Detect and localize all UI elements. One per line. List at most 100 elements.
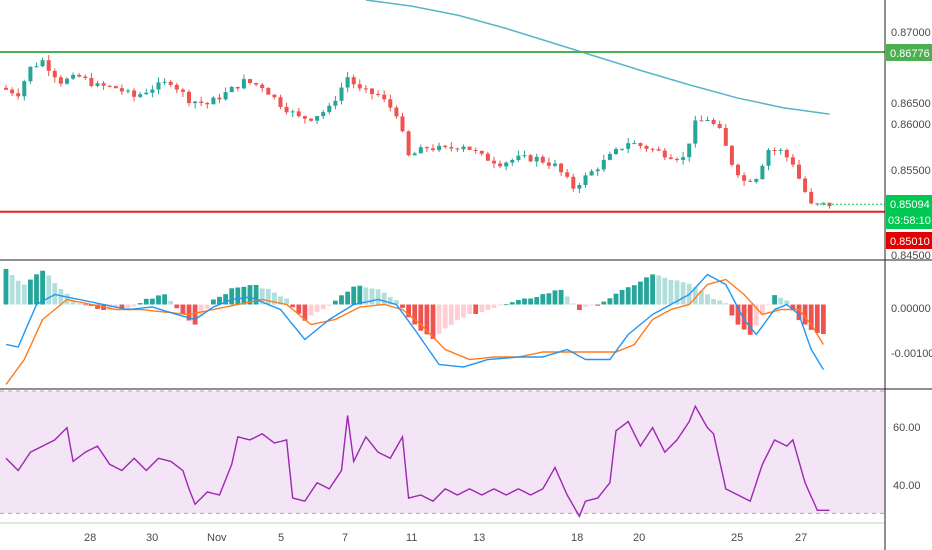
macd-axis[interactable]: 0.00000 -0.00100 xyxy=(891,303,932,360)
price-tick: 0.86500 xyxy=(891,98,931,110)
rsi-band xyxy=(0,391,885,514)
macd-histogram-bar xyxy=(278,296,283,305)
last-price-tag xyxy=(886,195,932,229)
macd-histogram-bar xyxy=(308,304,314,316)
macd-histogram-bar xyxy=(546,293,552,305)
candle-up xyxy=(241,79,246,89)
candle-up xyxy=(510,160,515,163)
time-label: 13 xyxy=(473,532,485,544)
time-label: 20 xyxy=(633,532,645,544)
support-price-tag xyxy=(886,232,932,249)
macd-histogram-bar xyxy=(296,304,302,314)
macd-histogram-bar xyxy=(247,285,253,305)
time-label: 11 xyxy=(406,532,417,544)
candle-up xyxy=(553,163,557,166)
macd-histogram-bar xyxy=(699,290,704,305)
candle-up xyxy=(138,94,143,97)
candle-up xyxy=(504,162,509,167)
macd-pane[interactable] xyxy=(3,268,826,385)
candle-up xyxy=(754,179,759,182)
candle-down xyxy=(199,101,204,103)
macd-histogram-bar xyxy=(497,304,503,306)
price-tick: 0.85500 xyxy=(891,165,931,177)
candle-down xyxy=(107,85,112,87)
price-pane[interactable] xyxy=(0,0,885,213)
candle-up xyxy=(577,185,582,189)
candle-down xyxy=(406,131,411,156)
macd-histogram-bar xyxy=(479,304,485,313)
last-price-label: 0.85094 xyxy=(890,199,930,211)
candle-up xyxy=(681,157,686,160)
candle-up xyxy=(327,105,332,113)
macd-histogram-bar xyxy=(503,304,509,306)
candle-up xyxy=(211,97,216,105)
candle-up xyxy=(614,149,618,154)
macd-histogram-bar xyxy=(95,304,100,309)
candle-down xyxy=(717,124,722,128)
macd-histogram-bar xyxy=(436,304,442,334)
macd-histogram-bar xyxy=(473,304,479,314)
macd-histogram-bar xyxy=(223,294,228,305)
macd-histogram-bar xyxy=(766,304,771,306)
candle-up xyxy=(461,146,466,150)
rsi-axis[interactable]: 60.00 40.00 xyxy=(893,422,921,492)
candle-down xyxy=(638,143,643,146)
macd-histogram-bar xyxy=(638,281,643,305)
macd-histogram-bar xyxy=(369,288,375,305)
support-price-label: 0.85010 xyxy=(890,236,930,248)
candle-down xyxy=(455,148,460,150)
macd-histogram-bar xyxy=(400,304,405,308)
macd-histogram-bar xyxy=(455,304,460,321)
candle-down xyxy=(83,76,88,78)
time-label: Nov xyxy=(207,532,227,544)
macd-histogram-bar xyxy=(790,304,796,311)
macd-histogram-bar xyxy=(650,274,655,305)
macd-histogram-bar xyxy=(668,280,674,305)
macd-histogram-bar xyxy=(528,298,533,305)
price-tick: 0.86000 xyxy=(891,119,931,131)
candle-down xyxy=(650,148,655,150)
macd-histogram-bar xyxy=(778,297,784,305)
candle-down xyxy=(736,164,740,176)
candle-up xyxy=(632,143,637,145)
candle-down xyxy=(284,106,289,113)
macd-histogram-bar xyxy=(235,287,241,305)
macd-histogram-bar xyxy=(509,302,515,305)
time-label: 7 xyxy=(342,532,348,544)
candle-up xyxy=(28,66,33,82)
macd-histogram-bar xyxy=(204,304,210,309)
candle-down xyxy=(382,94,387,100)
candle-down xyxy=(809,191,814,204)
candle-down xyxy=(132,90,137,97)
rsi-pane[interactable] xyxy=(0,390,885,519)
candle-up xyxy=(595,169,600,172)
macd-histogram-bar xyxy=(320,304,326,310)
candle-down xyxy=(711,120,716,124)
candle-down xyxy=(790,157,795,165)
candle-down xyxy=(571,176,576,189)
candle-up xyxy=(821,202,826,204)
candle-down xyxy=(492,160,496,164)
candle-down xyxy=(479,150,484,154)
macd-histogram-bar xyxy=(21,284,27,305)
macd-histogram-bar xyxy=(680,282,686,305)
macd-histogram-bar xyxy=(143,298,149,305)
time-axis[interactable]: 28 30 Nov 5 7 11 13 18 20 25 27 xyxy=(84,532,807,544)
price-axis[interactable]: 0.87000 0.86500 0.86000 0.85500 0.84500 xyxy=(891,27,931,262)
macd-histogram-bar xyxy=(333,300,338,305)
candle-up xyxy=(589,171,594,176)
resistance-price-tag xyxy=(886,44,932,61)
candle-up xyxy=(126,90,130,92)
candle-down xyxy=(742,175,747,181)
macd-histogram-bar xyxy=(9,275,15,305)
macd-histogram-bar xyxy=(70,300,76,305)
macd-histogram-bar xyxy=(711,299,716,305)
macd-histogram-bar xyxy=(363,287,369,305)
candle-down xyxy=(309,118,313,121)
macd-histogram-bar xyxy=(674,280,680,305)
macd-histogram-bar xyxy=(729,304,735,316)
macd-histogram-bar xyxy=(418,304,424,331)
candle-down xyxy=(260,84,265,88)
macd-histogram-bar xyxy=(656,275,662,305)
